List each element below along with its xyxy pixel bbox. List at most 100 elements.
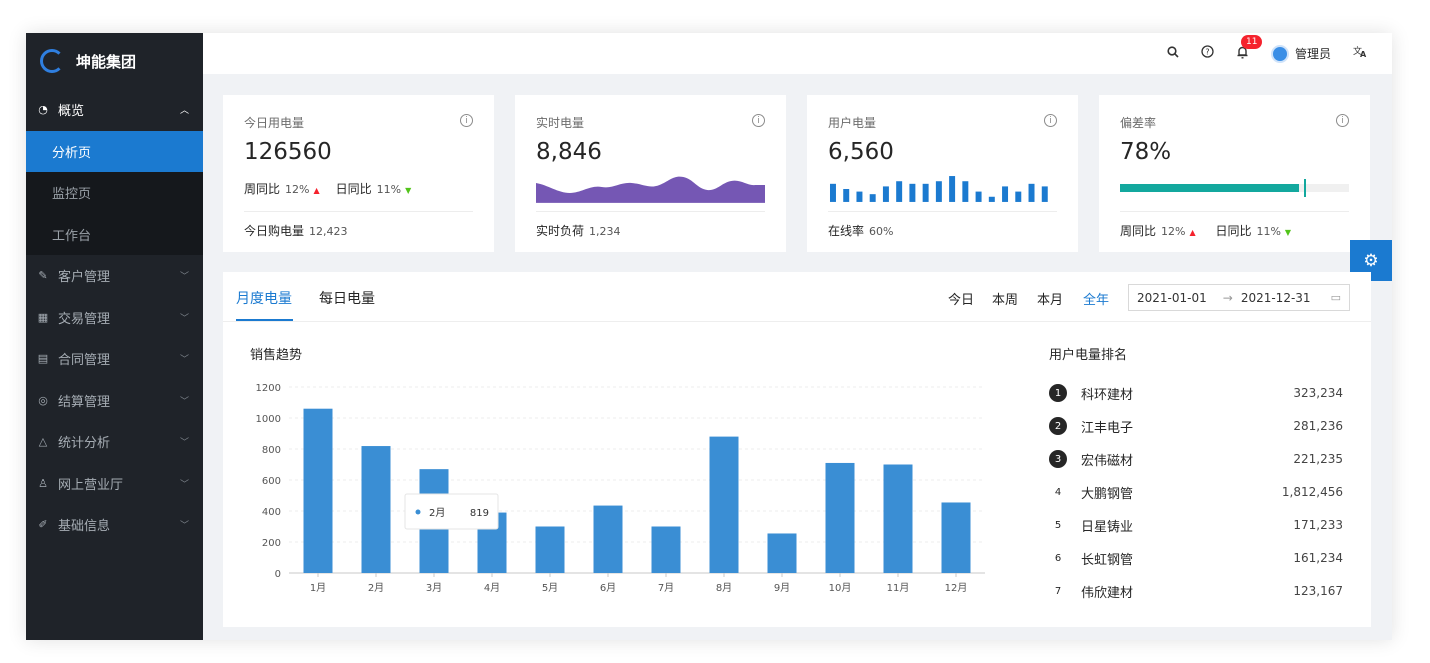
user-icon: ♙ — [38, 476, 48, 490]
sidebar-subitem[interactable]: 工作台 — [26, 213, 203, 255]
brand-logo-icon — [40, 49, 64, 73]
svg-text:文: 文 — [1353, 45, 1362, 57]
sidebar-item-settlement[interactable]: ◎ 结算管理 ﹀ — [26, 380, 203, 422]
x-tick-label: 8月 — [716, 582, 732, 594]
range-year[interactable]: 全年 — [1083, 293, 1110, 308]
card-value: 6,560 — [828, 139, 894, 165]
chart-bar[interactable] — [651, 526, 681, 574]
progress-wrap — [1120, 165, 1349, 211]
info-icon[interactable]: i — [460, 114, 473, 127]
sales-panel: 月度电量 每日电量 今日 本周 本月 全年 2021-01-01 → 2021-… — [223, 272, 1371, 627]
sidebar-item-customers[interactable]: ✎ 客户管理 ﹀ — [26, 255, 203, 297]
chart-bar[interactable] — [535, 526, 565, 574]
week-value: 12% — [285, 182, 310, 196]
card-user-usage: 用户电量 i 6,560 在线率 60% — [807, 95, 1078, 252]
help-icon[interactable]: ? — [1201, 45, 1214, 62]
chart-bar[interactable] — [361, 446, 391, 573]
y-tick-label: 400 — [262, 507, 281, 518]
footer-value: 1,234 — [589, 225, 621, 238]
sidebar-item-basic[interactable]: ✐ 基础信息 ﹀ — [26, 504, 203, 546]
y-tick-label: 1000 — [256, 414, 281, 425]
sparkline-bar — [975, 191, 982, 202]
y-tick-label: 1200 — [256, 383, 281, 394]
x-tick-label: 2月 — [368, 582, 384, 594]
rank-row: 2 江丰电子 281,236 — [1049, 416, 1343, 436]
date-range-picker[interactable]: 2021-01-01 → 2021-12-31 ▭ — [1128, 284, 1350, 311]
sidebar-item-label: 概览 — [58, 104, 85, 120]
card-title: 今日用电量 — [244, 116, 305, 130]
card-footer: 今日购电量 12,423 — [244, 211, 473, 239]
logo[interactable]: 坤能集团 — [26, 33, 203, 89]
tooltip-value: 819 — [470, 508, 489, 519]
range-month[interactable]: 本月 — [1037, 293, 1064, 308]
x-tick-label: 12月 — [945, 582, 968, 594]
area-sparkline — [536, 165, 765, 211]
chart-bar[interactable] — [303, 408, 333, 573]
sparkline-bar — [882, 186, 889, 202]
chart-bar[interactable] — [767, 533, 797, 573]
sparkline-bar — [988, 196, 995, 202]
card-footer: 在线率 60% — [828, 211, 1057, 239]
footer-label: 在线率 — [828, 224, 865, 238]
day-value: 11% — [1256, 225, 1281, 238]
sidebar-item-label: 结算管理 — [58, 394, 111, 410]
sidebar-item-stats[interactable]: △ 统计分析 ﹀ — [26, 421, 203, 463]
caret-down-icon: ▼ — [405, 185, 412, 195]
chart-bar[interactable] — [941, 502, 971, 573]
tab-monthly[interactable]: 月度电量 — [236, 291, 292, 307]
deviation-progress — [1120, 179, 1349, 197]
card-title: 用户电量 — [828, 116, 877, 130]
chart-bar[interactable] — [593, 505, 623, 573]
sidebar-subitem[interactable]: 分析页 — [26, 130, 203, 172]
sidebar-item-label: 统计分析 — [58, 436, 111, 452]
day-trend: 日同比 11% ▼ — [1215, 224, 1291, 238]
avatar — [1270, 44, 1289, 63]
notification-bell[interactable]: 11 — [1236, 34, 1263, 63]
week-trend: 周同比 12% ▲ — [244, 180, 320, 197]
search-icon[interactable] — [1167, 45, 1179, 62]
user-name: 管理员 — [1294, 47, 1331, 61]
info-icon[interactable]: i — [752, 114, 765, 127]
sparkline-bar — [1028, 183, 1035, 202]
sidebar-item-overview[interactable]: ◔ 概览 ︿ — [26, 89, 203, 131]
highlight-icon: ✐ — [38, 518, 48, 532]
date-end[interactable]: 2021-12-31 — [1240, 290, 1311, 305]
sales-trend-chart: 0 200 400 600 800 1000 1200 1月 2月 3月 4月 5月 6月 7月 8月 9月 1… — [256, 383, 985, 594]
sidebar-item-contracts[interactable]: ▤ 合同管理 ﹀ — [26, 338, 203, 380]
rank-number: 7 — [1054, 585, 1062, 597]
range-week[interactable]: 本周 — [992, 293, 1019, 308]
chevron-up-icon: ︿ — [179, 106, 189, 117]
gear-icon: ⚙ — [1363, 250, 1379, 271]
info-icon[interactable]: i — [1044, 114, 1057, 127]
user-menu[interactable]: 管理员 — [1270, 44, 1331, 63]
rank-name: 伟欣建材 — [1081, 585, 1134, 601]
y-tick-label: 600 — [262, 476, 281, 487]
tooltip-category: 2月 — [429, 507, 445, 519]
info-icon[interactable]: i — [1336, 114, 1349, 127]
tooltip-dot — [415, 509, 421, 515]
range-today[interactable]: 今日 — [948, 293, 975, 308]
chart-bar[interactable] — [883, 464, 913, 574]
date-start[interactable]: 2021-01-01 — [1137, 290, 1207, 305]
x-tick-label: 11月 — [887, 582, 910, 594]
progress-fill — [1120, 184, 1300, 192]
profile-icon: ▤ — [37, 352, 49, 366]
tab-daily[interactable]: 每日电量 — [319, 291, 375, 307]
chart-bar[interactable] — [825, 462, 855, 573]
sidebar-subitem[interactable]: 监控页 — [26, 172, 203, 214]
sidebar-item-trades[interactable]: ▦ 交易管理 ﹀ — [26, 297, 203, 339]
caret-up-icon: ▲ — [1189, 228, 1196, 237]
dashboard-icon: ◔ — [38, 103, 48, 117]
sparkline-bar — [962, 181, 969, 202]
rank-title: 用户电量排名 — [1049, 348, 1128, 363]
rank-row: 3 宏伟磁材 221,235 — [1049, 449, 1343, 469]
chart-bar[interactable] — [709, 436, 739, 573]
chart-tooltip — [404, 493, 499, 530]
sparkline-bar — [856, 191, 863, 202]
sidebar-item-online[interactable]: ♙ 网上营业厅 ﹀ — [26, 463, 203, 505]
x-tick-label: 4月 — [484, 582, 500, 594]
rank-number: 2 — [1049, 417, 1067, 435]
rank-value: 1,812,456 — [1281, 485, 1343, 499]
rank-value: 161,234 — [1293, 551, 1343, 565]
